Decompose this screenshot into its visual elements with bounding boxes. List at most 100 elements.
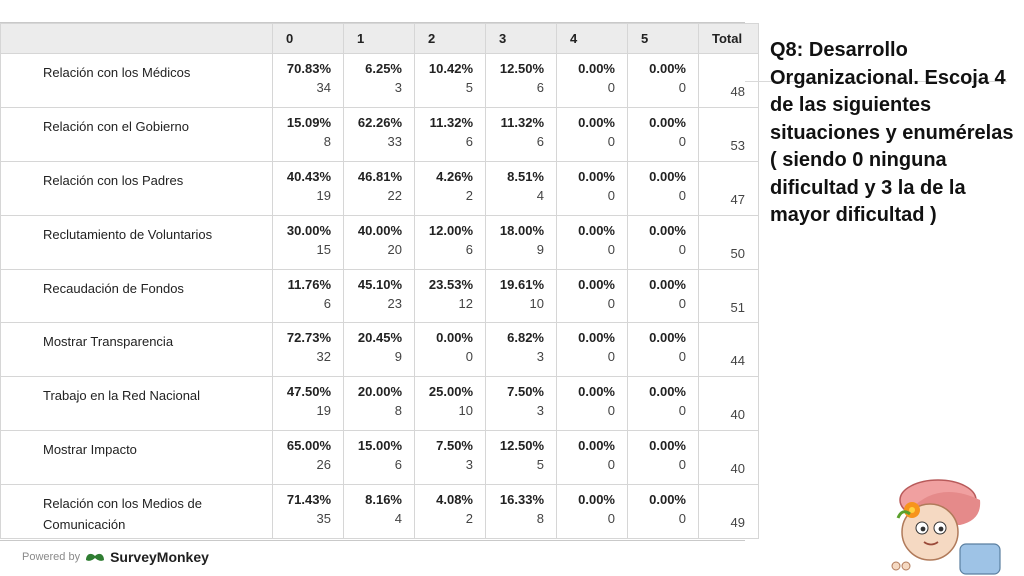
cell-count: 0 bbox=[678, 241, 686, 257]
cell-percentage: 0.00% bbox=[578, 492, 615, 508]
cell-percentage: 0.00% bbox=[649, 492, 686, 508]
cell-count: 0 bbox=[607, 80, 615, 95]
data-cell: 0.00% 0 bbox=[556, 484, 628, 540]
row-label: Reclutamiento de Voluntarios bbox=[0, 214, 273, 270]
cell-count: 12 bbox=[458, 295, 473, 311]
cell-count: 10 bbox=[458, 403, 473, 419]
data-cell: 20.45% 9 bbox=[343, 322, 415, 378]
cell-count: 5 bbox=[465, 80, 473, 95]
row-label: Relación con el Gobierno bbox=[0, 106, 273, 162]
table-row: Relación con los Padres 40.43% 19 46.81% 22 4… bbox=[0, 160, 759, 216]
data-cell: 23.53% 12 bbox=[414, 268, 486, 324]
surveymonkey-logo-icon bbox=[86, 553, 105, 561]
cell-percentage: 0.00% bbox=[578, 61, 615, 76]
row-total: 48 bbox=[698, 53, 759, 108]
header-col-5: 5 bbox=[627, 23, 699, 54]
data-cell: 11.32% 6 bbox=[414, 106, 486, 162]
cell-percentage: 0.00% bbox=[649, 384, 686, 400]
row-label: Mostrar Impacto bbox=[0, 430, 273, 486]
data-cell: 40.00% 20 bbox=[343, 214, 415, 270]
data-cell: 0.00% 0 bbox=[556, 160, 628, 216]
cell-percentage: 70.83% bbox=[286, 61, 331, 76]
row-total: 53 bbox=[698, 106, 759, 162]
cell-count: 3 bbox=[394, 80, 402, 95]
row-label: Trabajo en la Red Nacional bbox=[0, 376, 273, 432]
data-cell: 0.00% 0 bbox=[627, 53, 699, 108]
table-row: Trabajo en la Red Nacional 47.50% 19 20.00%… bbox=[0, 376, 759, 432]
cell-percentage: 11.32% bbox=[500, 114, 544, 130]
cell-count: 6 bbox=[536, 80, 544, 95]
data-cell: 15.00% 6 bbox=[343, 430, 415, 486]
table-row: Relación con el Gobierno 15.09% 8 62.26% 33 1… bbox=[0, 106, 759, 162]
row-label: Relación con los Médicos bbox=[0, 53, 273, 108]
data-cell: 8.51% 4 bbox=[485, 160, 557, 216]
data-cell: 0.00% 0 bbox=[556, 53, 628, 108]
row-label: Mostrar Transparencia bbox=[0, 322, 273, 378]
cell-count: 0 bbox=[607, 511, 615, 527]
table-row: Relación con los Medios de Comunicación 7… bbox=[0, 484, 759, 540]
question-title: Q8: Desarrollo Organizacional. Escoja 4 … bbox=[770, 39, 1014, 226]
data-cell: 30.00% 15 bbox=[272, 214, 344, 270]
cell-percentage: 0.00% bbox=[578, 222, 615, 238]
cell-percentage: 20.00% bbox=[357, 384, 402, 400]
cell-percentage: 40.00% bbox=[357, 222, 402, 238]
cell-count: 8 bbox=[323, 133, 331, 149]
table-body: Relación con los Médicos 70.83% 34 6.25% 3 10… bbox=[0, 53, 759, 540]
data-cell: 15.09% 8 bbox=[272, 106, 344, 162]
cell-count: 8 bbox=[394, 403, 402, 419]
data-cell: 4.26% 2 bbox=[414, 160, 486, 216]
data-cell: 0.00% 0 bbox=[627, 106, 699, 162]
cell-percentage: 0.00% bbox=[578, 276, 615, 292]
cell-percentage: 15.09% bbox=[286, 114, 331, 130]
cell-count: 0 bbox=[607, 349, 615, 365]
data-cell: 20.00% 8 bbox=[343, 376, 415, 432]
cell-percentage: 65.00% bbox=[286, 438, 331, 454]
powered-by-label: Powered by bbox=[22, 551, 81, 563]
data-cell: 0.00% 0 bbox=[556, 376, 628, 432]
cell-percentage: 7.50% bbox=[436, 438, 473, 454]
cell-count: 0 bbox=[607, 187, 615, 203]
table-row: Mostrar Transparencia 72.73% 32 20.45% 9 0.00… bbox=[0, 322, 759, 378]
data-cell: 0.00% 0 bbox=[627, 376, 699, 432]
data-cell: 7.50% 3 bbox=[485, 376, 557, 432]
data-cell: 6.25% 3 bbox=[343, 53, 415, 108]
data-cell: 12.00% 6 bbox=[414, 214, 486, 270]
surveymonkey-brand: SurveyMonkey bbox=[110, 549, 209, 565]
cartoon-girl-mascot-icon bbox=[891, 479, 1001, 575]
cell-percentage: 11.32% bbox=[429, 114, 473, 130]
cell-percentage: 0.00% bbox=[649, 61, 686, 76]
cell-percentage: 16.33% bbox=[499, 492, 544, 508]
row-total: 47 bbox=[698, 160, 759, 216]
cell-percentage: 71.43% bbox=[286, 492, 331, 508]
data-cell: 0.00% 0 bbox=[556, 106, 628, 162]
cell-count: 0 bbox=[678, 80, 686, 95]
results-table-container: 0 1 2 3 4 5 Total Relación con los Médic… bbox=[0, 22, 759, 541]
header-col-4: 4 bbox=[556, 23, 628, 54]
cell-percentage: 45.10% bbox=[357, 276, 402, 292]
cell-count: 0 bbox=[465, 349, 473, 365]
data-cell: 12.50% 6 bbox=[485, 53, 557, 108]
header-col-3: 3 bbox=[485, 23, 557, 54]
cell-count: 0 bbox=[678, 403, 686, 419]
data-cell: 0.00% 0 bbox=[627, 214, 699, 270]
cell-count: 0 bbox=[678, 133, 686, 149]
powered-by-footer: Powered by SurveyMonkey bbox=[22, 549, 209, 565]
cell-percentage: 0.00% bbox=[578, 114, 615, 130]
data-cell: 16.33% 8 bbox=[485, 484, 557, 540]
header-col-2: 2 bbox=[414, 23, 486, 54]
row-total: 49 bbox=[698, 484, 759, 540]
header-col-1: 1 bbox=[343, 23, 415, 54]
cell-count: 3 bbox=[465, 457, 473, 473]
cell-percentage: 8.51% bbox=[507, 168, 544, 184]
cell-count: 0 bbox=[607, 295, 615, 311]
cell-count: 26 bbox=[316, 457, 331, 473]
cell-count: 6 bbox=[394, 457, 402, 473]
cell-count: 3 bbox=[536, 349, 544, 365]
data-cell: 8.16% 4 bbox=[343, 484, 415, 540]
cell-count: 6 bbox=[465, 241, 473, 257]
cell-percentage: 0.00% bbox=[649, 168, 686, 184]
cell-percentage: 0.00% bbox=[649, 276, 686, 292]
cell-percentage: 25.00% bbox=[428, 384, 473, 400]
data-cell: 4.08% 2 bbox=[414, 484, 486, 540]
header-blank-cell bbox=[0, 23, 273, 54]
